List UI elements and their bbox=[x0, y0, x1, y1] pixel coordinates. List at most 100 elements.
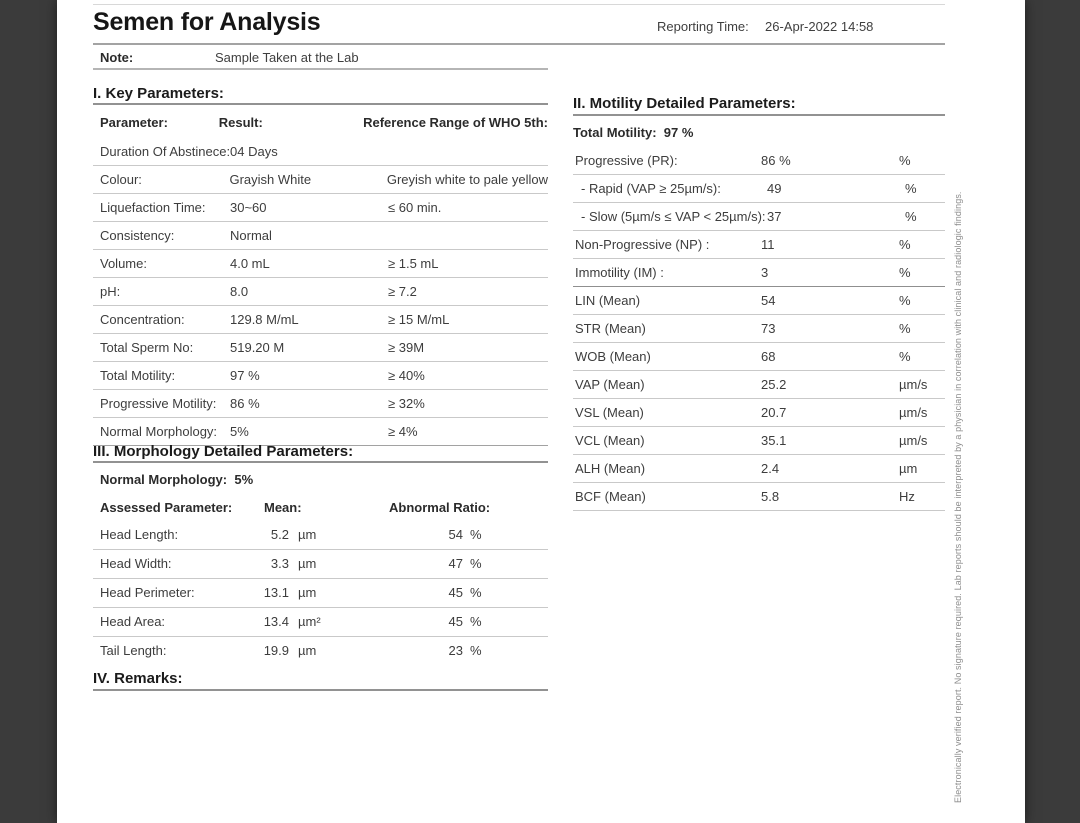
motility-value: 54 bbox=[761, 293, 776, 308]
reference-value: ≥ 1.5 mL bbox=[388, 256, 439, 271]
report-page: Semen for Analysis Reporting Time: 26-Ap… bbox=[57, 0, 1025, 823]
key-parameter-row: Total Sperm No: 519.20 M ≥ 39M bbox=[93, 334, 548, 362]
motility-unit: % bbox=[899, 349, 911, 364]
motility-unit: % bbox=[899, 153, 911, 168]
motility-row: LIN (Mean) 54 % bbox=[573, 287, 945, 315]
key-parameter-row: Normal Morphology: 5% ≥ 4% bbox=[93, 418, 548, 446]
key-parameter-row: Colour: Grayish White Greyish white to p… bbox=[93, 166, 548, 194]
key-parameter-row: Duration Of Abstinece: 04 Days bbox=[93, 138, 548, 166]
morphology-mean-value: 13.1 bbox=[263, 585, 289, 600]
motility-label: Progressive (PR): bbox=[575, 153, 678, 168]
result-value: 4.0 mL bbox=[230, 256, 270, 271]
motility-label: VAP (Mean) bbox=[575, 377, 645, 392]
morphology-header: Assessed Parameter: Mean: Abnormal Ratio… bbox=[93, 495, 548, 521]
column-header-result: Result: bbox=[218, 115, 263, 130]
motility-value: 3 bbox=[761, 265, 769, 280]
motility-row: Immotility (IM) : 3 % bbox=[573, 259, 945, 287]
reference-value bbox=[388, 138, 548, 165]
result-value: 04 Days bbox=[230, 144, 278, 159]
motility-label: VSL (Mean) bbox=[575, 405, 644, 420]
total-motility-line: Total Motility: 97 % bbox=[573, 125, 693, 140]
motility-value: 49 bbox=[767, 181, 782, 196]
reference-value: ≥ 4% bbox=[388, 424, 418, 439]
motility-label: WOB (Mean) bbox=[575, 349, 651, 364]
section-key-parameters-heading: I. Key Parameters: bbox=[93, 85, 224, 102]
motility-unit: % bbox=[899, 237, 911, 252]
key-parameter-row: Progressive Motility: 86 % ≥ 32% bbox=[93, 390, 548, 418]
parameter-label: Total Motility: bbox=[100, 368, 176, 383]
column-header-mean: Mean: bbox=[264, 500, 302, 515]
normal-morphology-value: 5% bbox=[234, 472, 254, 487]
motility-value: 5.8 bbox=[761, 489, 780, 504]
motility-row: BCF (Mean) 5.8 Hz bbox=[573, 483, 945, 511]
morphology-abnormal-unit: % bbox=[470, 527, 482, 542]
section-remarks-heading: IV. Remarks: bbox=[93, 670, 183, 687]
morphology-abnormal-unit: % bbox=[470, 614, 482, 629]
note-label: Note: bbox=[100, 50, 134, 65]
motility-row: Progressive (PR): 86 % % bbox=[573, 147, 945, 175]
result-value: 97 % bbox=[230, 368, 260, 383]
morphology-abnormal-value: 47 bbox=[448, 556, 463, 571]
parameter-label: Liquefaction Time: bbox=[100, 200, 206, 215]
morphology-mean-unit: µm² bbox=[298, 614, 321, 629]
key-parameters-header: Parameter: Result: Reference Range of WH… bbox=[93, 108, 548, 138]
morphology-label: Head Perimeter: bbox=[100, 585, 195, 600]
parameter-label: Consistency: bbox=[100, 228, 175, 243]
motility-row: WOB (Mean) 68 % bbox=[573, 343, 945, 371]
result-value: 519.20 M bbox=[230, 340, 285, 355]
reference-value: ≤ 60 min. bbox=[388, 200, 442, 215]
note-divider bbox=[93, 68, 548, 70]
motility-unit: % bbox=[899, 321, 911, 336]
morphology-mean-unit: µm bbox=[298, 556, 317, 571]
reference-value: ≥ 40% bbox=[388, 368, 425, 383]
morphology-abnormal-value: 45 bbox=[448, 614, 463, 629]
note-value: Sample Taken at the Lab bbox=[215, 50, 359, 65]
key-parameter-row: Consistency: Normal bbox=[93, 222, 548, 250]
total-motility-label: Total Motility: bbox=[573, 125, 657, 140]
result-value: 5% bbox=[230, 424, 249, 439]
motility-label: VCL (Mean) bbox=[575, 433, 645, 448]
motility-label: Non-Progressive (NP) : bbox=[575, 237, 710, 252]
result-value: 86 % bbox=[230, 396, 260, 411]
motility-row: VSL (Mean) 20.7 µm/s bbox=[573, 399, 945, 427]
morphology-mean-unit: µm bbox=[298, 643, 317, 658]
motility-unit: % bbox=[899, 293, 911, 308]
key-parameter-row: Liquefaction Time: 30~60 ≤ 60 min. bbox=[93, 194, 548, 222]
section-motility-divider bbox=[573, 114, 945, 116]
motility-value: 37 bbox=[767, 209, 782, 224]
motility-value: 86 % bbox=[761, 153, 791, 168]
motility-unit: µm/s bbox=[899, 377, 928, 392]
reporting-time-value: 26-Apr-2022 14:58 bbox=[765, 19, 874, 34]
section-motility-heading: II. Motility Detailed Parameters: bbox=[573, 95, 796, 112]
result-value: Grayish White bbox=[229, 172, 312, 187]
motility-row: VCL (Mean) 35.1 µm/s bbox=[573, 427, 945, 455]
motility-value: 25.2 bbox=[761, 377, 787, 392]
verification-disclaimer-vertical-text: Electronically verified report. No signa… bbox=[953, 191, 963, 803]
motility-row: ALH (Mean) 2.4 µm bbox=[573, 455, 945, 483]
morphology-label: Head Width: bbox=[100, 556, 172, 571]
motility-label: - Rapid (VAP ≥ 25µm/s): bbox=[581, 181, 721, 196]
normal-morphology-label: Normal Morphology: bbox=[100, 472, 228, 487]
motility-value: 2.4 bbox=[761, 461, 780, 476]
result-value: 8.0 bbox=[230, 284, 249, 299]
reference-value: ≥ 32% bbox=[388, 396, 425, 411]
parameter-label: Volume: bbox=[100, 256, 147, 271]
parameter-label: Normal Morphology: bbox=[100, 424, 218, 439]
normal-morphology-line: Normal Morphology: 5% bbox=[100, 472, 253, 487]
section-morphology-heading: III. Morphology Detailed Parameters: bbox=[93, 443, 354, 460]
column-header-assessed-parameter: Assessed Parameter: bbox=[100, 500, 233, 515]
morphology-mean-value: 13.4 bbox=[263, 614, 289, 629]
morphology-row: Head Length: 5.2 µm 54 % bbox=[93, 521, 548, 550]
total-motility-value: 97 % bbox=[663, 125, 694, 140]
reference-value: ≥ 7.2 bbox=[388, 284, 417, 299]
motility-row: - Slow (5µm/s ≤ VAP < 25µm/s): 37 % bbox=[573, 203, 945, 231]
motility-label: - Slow (5µm/s ≤ VAP < 25µm/s): bbox=[581, 209, 766, 224]
morphology-abnormal-value: 54 bbox=[448, 527, 463, 542]
morphology-label: Head Length: bbox=[100, 527, 179, 542]
column-header-reference: Reference Range of WHO 5th: bbox=[363, 115, 548, 130]
motility-rows: Progressive (PR): 86 % % - Rapid (VAP ≥ … bbox=[573, 147, 945, 511]
result-value: Normal bbox=[230, 228, 272, 243]
morphology-mean-unit: µm bbox=[298, 527, 317, 542]
morphology-label: Head Area: bbox=[100, 614, 166, 629]
motility-value: 20.7 bbox=[761, 405, 787, 420]
